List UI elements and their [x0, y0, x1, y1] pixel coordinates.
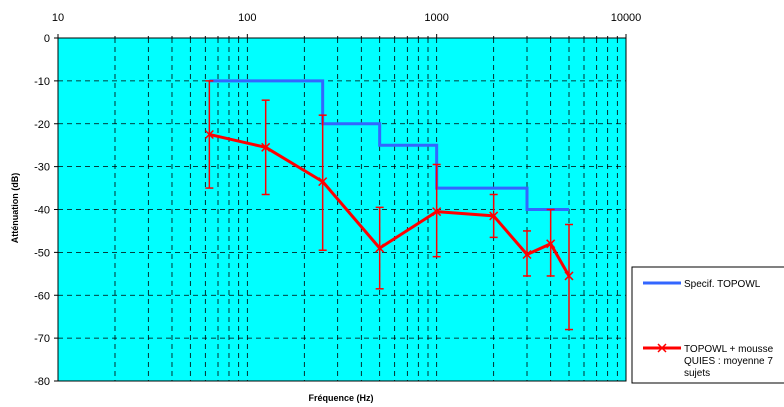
legend-label-topowl-line2: QUIES : moyenne 7: [684, 356, 773, 367]
marker-stroke: [432, 207, 442, 217]
legend-marker-topowl: [657, 343, 667, 353]
y-tick-label: -10: [34, 76, 50, 88]
marker-stroke: [375, 243, 385, 253]
x-tick-label: 10: [52, 12, 64, 24]
tick-labels-group: 0 -10 -20 -30 -40 -50 -60 -70 -80 10 100 1000 10000: [34, 12, 641, 388]
y-tick-label: -30: [34, 162, 50, 174]
x-tick-label: 1000: [424, 12, 448, 24]
legend-label-specif: Specif. TOPOWL: [684, 279, 761, 290]
y-tick-label: -50: [34, 247, 50, 259]
data-point-marker: [261, 142, 271, 152]
x-tick-label: 100: [238, 12, 256, 24]
y-tick-label: 0: [44, 33, 50, 45]
marker-stroke: [546, 239, 556, 249]
y-tick-label: -60: [34, 290, 50, 302]
data-point-marker: [489, 211, 499, 221]
marker-stroke: [261, 142, 271, 152]
marker-stroke: [657, 343, 667, 353]
data-point-marker: [522, 249, 532, 260]
y-tick-label: -80: [34, 376, 50, 388]
series-specif-line: [209, 79, 570, 211]
marker-stroke: [564, 271, 574, 281]
y-axis-label: Atténuation (dB): [10, 173, 20, 243]
data-point-marker: [375, 243, 385, 253]
y-tick-label: -20: [34, 119, 50, 131]
x-tick-label: 10000: [611, 12, 642, 24]
data-point-marker: [432, 207, 442, 217]
data-point-marker: [318, 177, 328, 187]
legend-label-topowl-line3: sujets: [684, 368, 710, 379]
plot-area-group: [54, 34, 627, 382]
marker-stroke: [318, 177, 328, 187]
data-point-marker: [564, 271, 574, 281]
legend-label-topowl-line1: TOPOWL + mousse: [684, 344, 774, 355]
y-tick-label: -40: [34, 205, 50, 217]
legend-x-marker: [657, 343, 667, 353]
marker-stroke: [489, 211, 499, 221]
legend: Specif. TOPOWL TOPOWL + mousse QUIES : m…: [631, 266, 784, 384]
data-point-marker: [546, 239, 556, 249]
data-point-marker: [204, 129, 214, 139]
marker-stroke: [204, 129, 214, 139]
marker-stroke: [522, 249, 532, 260]
x-axis-label: Fréquence (Hz): [308, 393, 373, 403]
legend-box: [631, 266, 784, 384]
y-tick-label: -70: [34, 333, 50, 345]
